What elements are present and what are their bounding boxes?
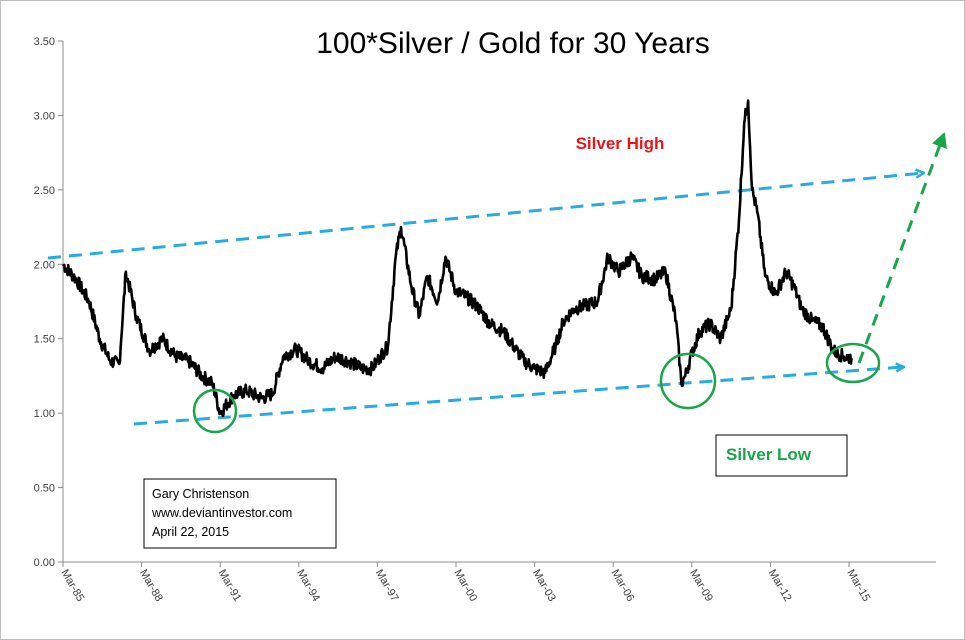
y-tick-label: 3.50 bbox=[34, 36, 55, 48]
credit-date: April 22, 2015 bbox=[152, 525, 229, 539]
x-tick-label: Mar-06 bbox=[609, 568, 637, 604]
x-tick-label: Mar-15 bbox=[844, 568, 872, 604]
x-tick-label: Mar-97 bbox=[373, 568, 401, 604]
credit-box bbox=[143, 478, 337, 549]
x-tick-label: Mar-94 bbox=[294, 568, 322, 604]
x-tick-label: Mar-12 bbox=[766, 568, 794, 604]
projection-arrow bbox=[857, 132, 947, 364]
chart-title: 100*Silver / Gold for 30 Years bbox=[316, 27, 710, 60]
y-tick-label: 1.00 bbox=[34, 408, 55, 420]
y-tick-label: 0.00 bbox=[34, 557, 55, 569]
x-tick-label: Mar-03 bbox=[530, 568, 558, 604]
silver-high-label: Silver High bbox=[576, 134, 665, 153]
x-tick-label: Mar-85 bbox=[58, 568, 86, 604]
lower-trend-line bbox=[133, 367, 903, 426]
silver-low-box bbox=[715, 434, 848, 477]
y-tick-label: 2.00 bbox=[34, 259, 55, 271]
upper-trend-line bbox=[47, 173, 923, 260]
credit-author: Gary Christenson bbox=[152, 487, 249, 501]
silver-low-label: Silver Low bbox=[726, 445, 812, 464]
y-tick-label: 0.50 bbox=[34, 483, 55, 495]
low-circle-2015 bbox=[825, 342, 881, 384]
x-tick-label: Mar-91 bbox=[216, 568, 244, 604]
y-tick-label: 3.00 bbox=[34, 110, 55, 122]
ratio-series-line bbox=[61, 99, 853, 418]
credit-website: www.deviantinvestor.com bbox=[151, 506, 292, 520]
low-circle-2008 bbox=[659, 352, 717, 410]
x-tick-label: Mar-88 bbox=[137, 568, 165, 604]
y-tick-label: 2.50 bbox=[34, 185, 55, 197]
y-tick-label: 1.50 bbox=[34, 334, 55, 346]
x-tick-label: Mar-09 bbox=[687, 568, 715, 604]
x-tick-label: Mar-00 bbox=[451, 568, 479, 604]
low-circle-1991 bbox=[192, 388, 238, 434]
